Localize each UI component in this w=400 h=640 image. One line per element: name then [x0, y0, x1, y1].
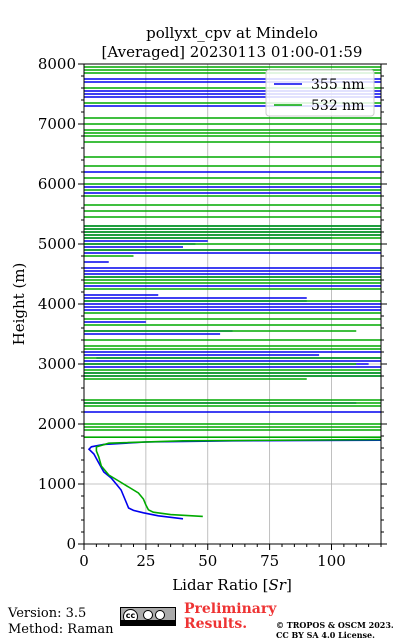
cc-license-badge: cc: [120, 607, 176, 626]
x-axis-label: Lidar Ratio [Sr]: [172, 576, 292, 594]
copyright-line1: © TROPOS & OSCM 2023.: [276, 620, 394, 630]
legend-label: 532 nm: [311, 98, 364, 114]
version-label: Version: 3.5: [8, 606, 87, 621]
series-line: [87, 439, 382, 520]
x-tick-label: 0: [79, 552, 89, 570]
y-tick-label: 1000: [38, 475, 76, 493]
legend-label: 355 nm: [311, 77, 364, 93]
legend: 355 nm 532 nm: [265, 69, 375, 117]
y-axis-label: Height (m): [10, 263, 28, 346]
method-label: Method: Raman: [8, 622, 114, 637]
y-tick-label: 2000: [38, 415, 76, 433]
axes: 0 1000 2000 3000 4000 5000 6000 7000 8000 0 25 50 75…: [38, 55, 387, 570]
preliminary-notice: Preliminary Results.: [184, 602, 276, 632]
x-tick-label: 50: [198, 552, 217, 570]
x-tick-label: 75: [260, 552, 279, 570]
y-tick-label: 7000: [38, 115, 76, 133]
y-tick-label: 0: [66, 535, 76, 553]
lidar-ratio-chart: pollyxt_cpv at Mindelo [Averaged] 202301…: [10, 24, 387, 594]
y-tick-label: 4000: [38, 295, 76, 313]
preliminary-line1: Preliminary: [184, 601, 277, 617]
copyright-notice: © TROPOS & OSCM 2023. CC BY SA 4.0 Licen…: [276, 620, 394, 640]
y-tick-label: 8000: [38, 55, 76, 73]
x-tick-label: 100: [317, 552, 346, 570]
by-icon: [143, 610, 153, 620]
sa-icon: [155, 610, 165, 620]
cc-strip: [121, 620, 175, 625]
y-tick-label: 3000: [38, 355, 76, 373]
preliminary-line2: Results.: [184, 616, 248, 632]
series-532-nm: [84, 66, 382, 518]
x-tick-label: 25: [136, 552, 155, 570]
series-layer: [84, 66, 382, 520]
chart-title: pollyxt_cpv at Mindelo: [146, 24, 318, 42]
chart-subtitle: [Averaged] 20230113 01:00-01:59: [102, 43, 363, 61]
y-tick-label: 6000: [38, 175, 76, 193]
series-line: [95, 438, 382, 518]
series-355-nm: [84, 78, 382, 520]
y-tick-label: 5000: [38, 235, 76, 253]
copyright-line2: CC BY SA 4.0 License.: [276, 630, 375, 640]
